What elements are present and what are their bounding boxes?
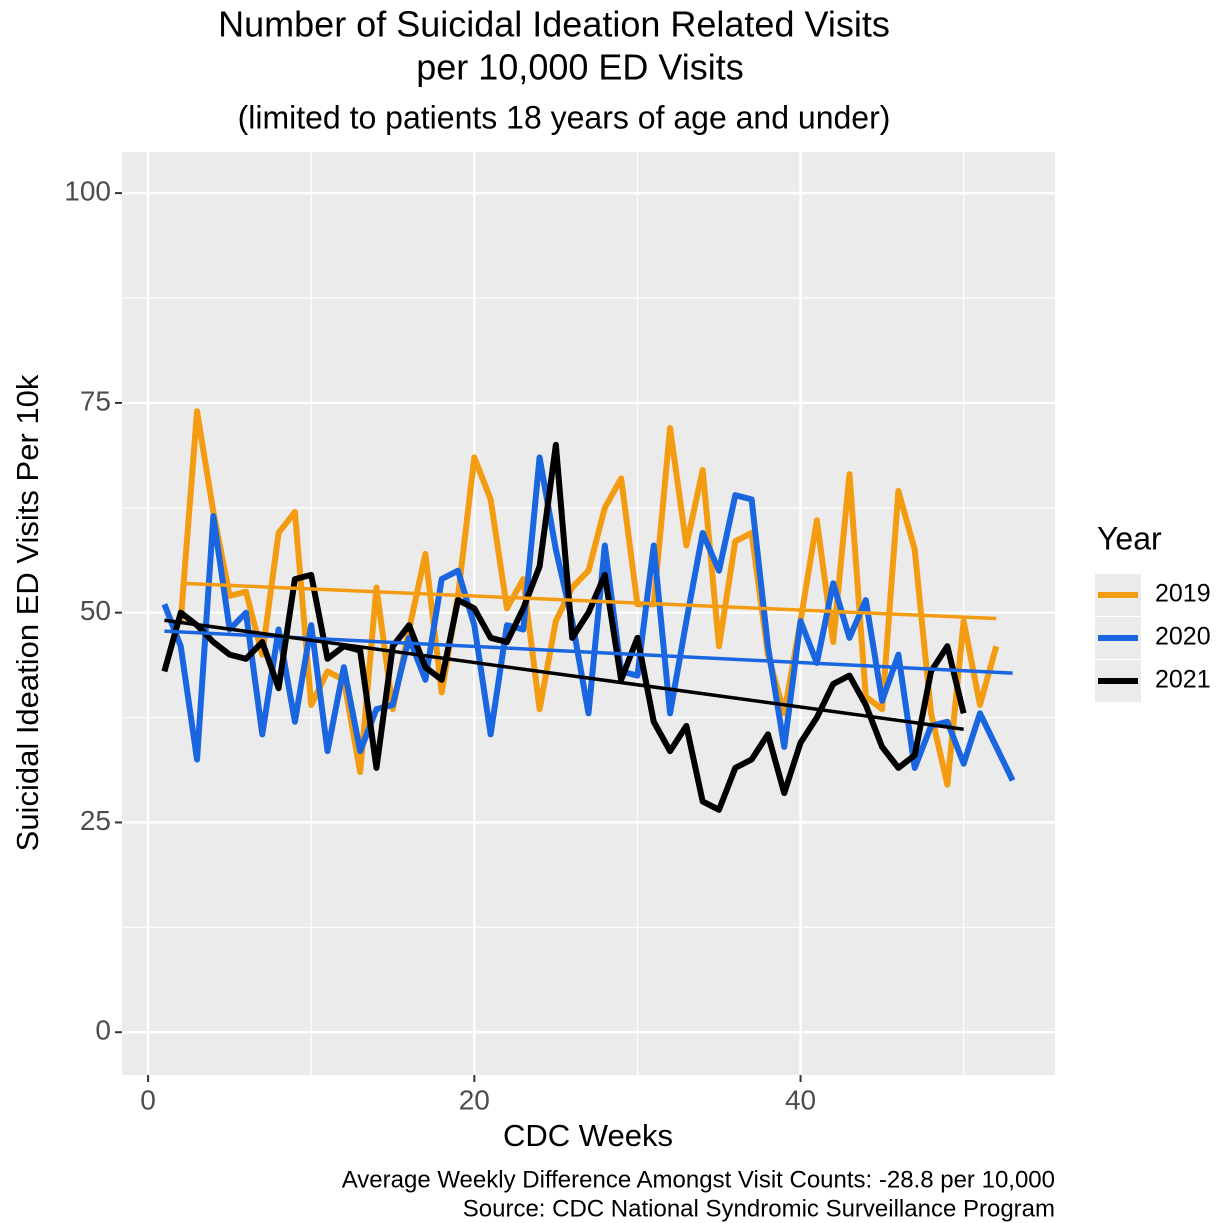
chart-title: per 10,000 ED Visits — [416, 47, 744, 88]
legend-label: 2020 — [1155, 623, 1211, 651]
x-tick-label: 0 — [140, 1084, 156, 1115]
x-tick-label: 40 — [785, 1084, 816, 1115]
line — [161, 454, 1016, 782]
y-tick-label: 50 — [80, 595, 111, 626]
y-tick-label: 0 — [95, 1015, 111, 1046]
legend-label: 2019 — [1155, 580, 1211, 608]
x-tick-label: 20 — [459, 1084, 490, 1115]
y-tick-label: 100 — [64, 176, 111, 207]
y-tick-label: 75 — [80, 385, 111, 416]
line — [177, 408, 1000, 788]
trend-line — [180, 581, 997, 621]
y-axis-title: Suicidal Ideation ED Visits Per 10k — [10, 374, 45, 851]
y-tick-label: 25 — [80, 805, 111, 836]
line — [161, 441, 967, 813]
trend-line — [164, 618, 964, 732]
legend-title: Year — [1097, 520, 1162, 556]
caption: Source: CDC National Syndromic Surveilla… — [463, 1195, 1055, 1222]
x-axis-title: CDC Weeks — [503, 1118, 673, 1153]
legend-label: 2021 — [1155, 666, 1211, 694]
chart-title: Number of Suicidal Ideation Related Visi… — [218, 4, 890, 45]
caption: Average Weekly Difference Amongst Visit … — [342, 1166, 1055, 1193]
chart-subtitle: (limited to patients 18 years of age and… — [238, 99, 891, 135]
